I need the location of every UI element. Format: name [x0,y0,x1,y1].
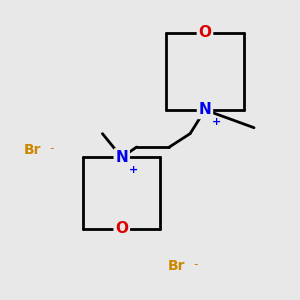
Text: +: + [129,165,138,175]
Text: Br: Br [24,143,41,157]
Text: O: O [115,221,128,236]
Text: -: - [49,142,53,155]
Text: N: N [116,150,128,165]
Text: +: + [212,117,221,128]
Text: -: - [193,258,198,271]
Text: Br: Br [168,259,185,273]
Text: O: O [199,25,212,40]
Text: N: N [199,102,212,117]
